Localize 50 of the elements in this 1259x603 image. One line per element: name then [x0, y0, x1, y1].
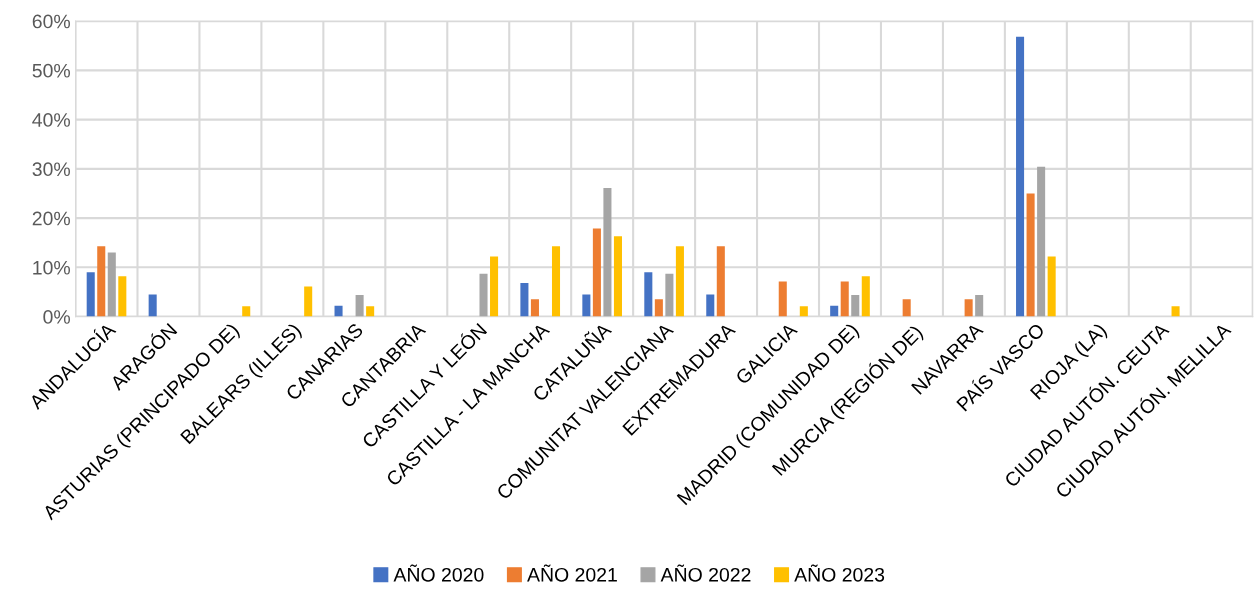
y-tick-label: 30%	[32, 162, 70, 177]
bar	[334, 305, 343, 317]
bar	[830, 305, 839, 317]
bar	[1016, 36, 1025, 317]
bar	[861, 276, 870, 317]
y-tick-label: 20%	[32, 211, 70, 226]
bar	[107, 252, 116, 317]
bar	[592, 228, 601, 317]
bar	[964, 299, 973, 317]
legend-label: AÑO 2023	[794, 564, 885, 582]
bar	[530, 299, 539, 317]
bar	[799, 306, 808, 317]
bar	[603, 188, 612, 317]
bar	[97, 246, 106, 317]
bar	[654, 299, 663, 317]
bar	[490, 256, 499, 317]
legend-label: AÑO 2020	[393, 564, 484, 582]
bar	[613, 236, 622, 317]
bar	[665, 273, 674, 317]
bar	[366, 306, 375, 317]
bar	[975, 294, 984, 317]
bar	[716, 246, 725, 317]
bar	[242, 306, 251, 317]
bar	[778, 281, 787, 317]
bar	[644, 272, 653, 317]
bar	[1037, 166, 1046, 317]
y-tick-label: 40%	[32, 113, 70, 127]
y-tick-label: 50%	[32, 63, 70, 78]
bar	[86, 272, 95, 317]
bar	[902, 299, 911, 317]
bar	[851, 294, 860, 317]
bar	[520, 283, 529, 317]
bar	[582, 294, 591, 317]
bar	[479, 273, 488, 317]
y-tick-label: 10%	[33, 260, 70, 275]
bar	[304, 286, 313, 317]
legend-label: AÑO 2022	[660, 564, 751, 582]
bar	[1026, 193, 1035, 317]
y-tick-label: 60%	[32, 14, 70, 29]
bar	[840, 281, 849, 317]
bar	[706, 294, 715, 317]
bar	[551, 246, 561, 317]
bar	[1171, 306, 1180, 317]
bar	[675, 246, 684, 317]
bar	[148, 294, 157, 317]
bar	[355, 294, 364, 317]
bar	[118, 276, 127, 317]
legend-label: AÑO 2021	[527, 564, 617, 582]
bar	[1047, 256, 1056, 317]
y-tick-label: 0%	[43, 310, 70, 324]
